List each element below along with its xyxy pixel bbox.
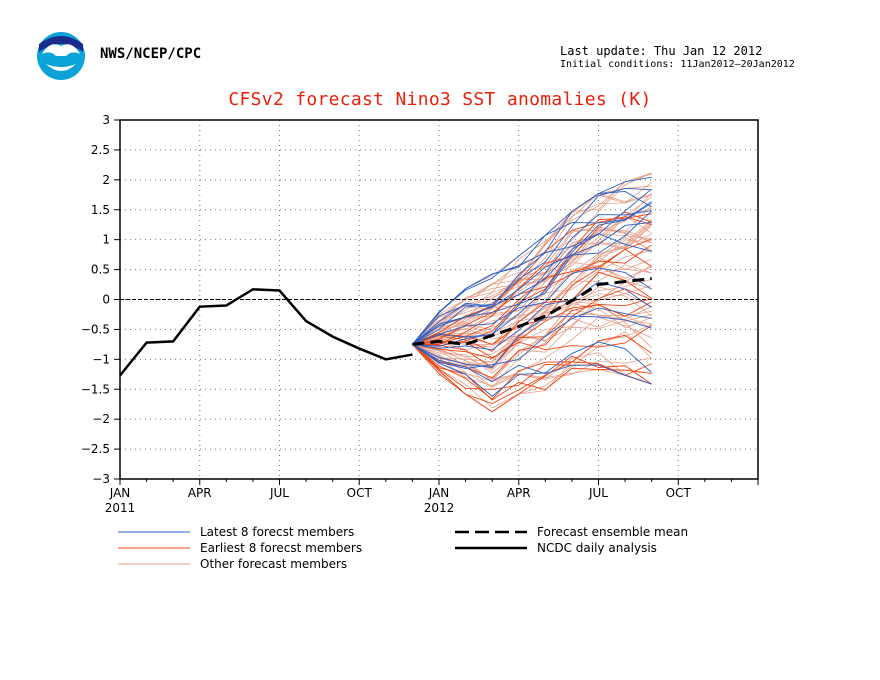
x-tick-label: APR [188, 486, 212, 500]
ensemble-member-earliest [412, 211, 652, 345]
ensemble-member-other [412, 264, 652, 371]
ensemble-member-other [412, 314, 652, 350]
ensemble-member-latest [412, 267, 652, 345]
legend-label-earliest: Earliest 8 forecst members [200, 541, 362, 555]
ensemble-mean-line [412, 277, 652, 346]
ensemble-member-other [412, 239, 652, 345]
x-tick-label: APR [507, 486, 531, 500]
y-tick-label: −2 [92, 412, 110, 426]
ensemble-member-other [412, 257, 652, 366]
y-tick-label: 0.5 [91, 263, 110, 277]
ensemble-member-other [412, 229, 652, 345]
y-tick-label: −0.5 [81, 322, 110, 336]
ncdc-analysis-line [119, 288, 413, 377]
ensemble-member-latest [412, 307, 652, 369]
y-tick-label: 3 [102, 113, 110, 127]
x-tick-label: OCT [666, 486, 692, 500]
initial-conditions-label: Initial conditions: 11Jan2012–20Jan2012 [560, 59, 795, 70]
x-tick-year-label: 2012 [424, 501, 455, 515]
x-tick-label: JUL [588, 486, 608, 500]
y-tick-label: −1 [92, 352, 110, 366]
ensemble-member-latest [412, 202, 652, 345]
x-tick-label: OCT [347, 486, 373, 500]
ensemble-member-latest [412, 233, 652, 345]
ensemble-member-other [412, 215, 652, 345]
ensemble-member-latest [412, 221, 652, 345]
noaa-logo-icon [36, 30, 86, 82]
ensemble-member-earliest [412, 298, 652, 369]
ensemble-member-other [412, 303, 652, 382]
ensemble-member-latest [412, 201, 652, 345]
legend-label-other: Other forecast members [200, 557, 347, 571]
y-tick-label: −3 [92, 472, 110, 486]
ensemble-member-other [412, 194, 652, 345]
y-tick-label: 1 [102, 233, 110, 247]
ensemble-member-earliest [412, 244, 652, 345]
ensemble-member-latest [412, 343, 652, 385]
ensemble-member-other [412, 268, 652, 367]
ensemble-member-latest [412, 281, 652, 351]
ensemble-member-earliest [412, 344, 652, 400]
ensemble-member-earliest [412, 344, 652, 413]
y-tick-label: 1.5 [91, 203, 110, 217]
y-tick-label: 2.5 [91, 143, 110, 157]
ensemble-member-latest [412, 210, 652, 345]
ensemble-members [412, 172, 652, 413]
chart-title: CFSv2 forecast Nino3 SST anomalies (K) [228, 89, 652, 110]
last-update-label: Last update: Thu Jan 12 2012 [560, 44, 763, 58]
ensemble-member-latest [412, 315, 652, 368]
y-tick-label: 0 [102, 293, 110, 307]
legend-label-analysis: NCDC daily analysis [537, 541, 657, 555]
legend: Latest 8 forecst members Earliest 8 forec… [118, 525, 688, 571]
x-tick-label: JAN [428, 486, 450, 500]
y-tick-label: 2 [102, 173, 110, 187]
agency-label: NWS/NCEP/CPC [100, 46, 202, 62]
ensemble-member-other [412, 233, 652, 345]
ensemble-member-latest [412, 341, 652, 397]
ensemble-member-other [412, 249, 652, 346]
axes: 32.521.510.50−0.5−1−1.5−2−2.5−3JAN2011AP… [81, 113, 759, 515]
ensemble-member-latest [412, 187, 652, 345]
x-tick-label: JUL [269, 486, 289, 500]
ensemble-member-earliest [412, 248, 652, 345]
ensemble-member-earliest [412, 334, 652, 405]
y-tick-label: −1.5 [81, 382, 110, 396]
ensemble-member-other [412, 331, 652, 409]
legend-label-latest: Latest 8 forecst members [200, 525, 354, 539]
y-tick-label: −2.5 [81, 442, 110, 456]
legend-label-mean: Forecast ensemble mean [537, 525, 688, 539]
main-lines [119, 277, 758, 377]
x-tick-year-label: 2011 [105, 501, 136, 515]
x-tick-label: JAN [109, 486, 131, 500]
